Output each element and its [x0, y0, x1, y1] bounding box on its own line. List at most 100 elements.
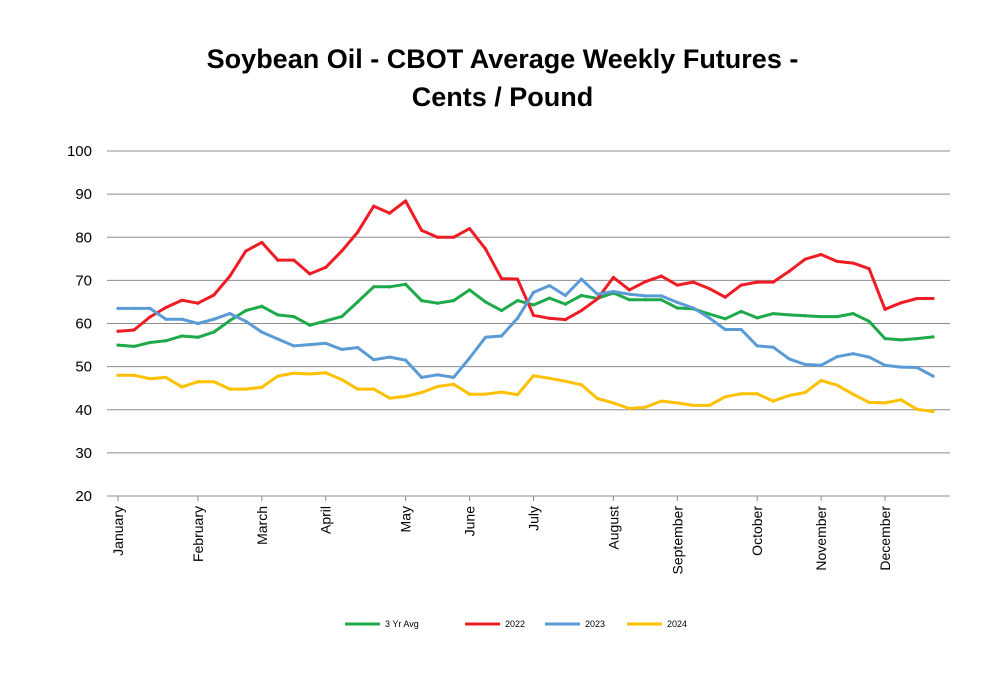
y-tick-label: 30: [75, 445, 92, 462]
x-tick-label: May: [398, 506, 414, 532]
data-point: [659, 399, 663, 403]
data-point: [292, 315, 296, 319]
data-point: [803, 257, 807, 261]
x-tick-label: December: [877, 506, 893, 571]
data-point: [116, 306, 120, 311]
data-point: [643, 405, 647, 409]
data-point: [915, 365, 919, 370]
data-point: [308, 343, 312, 347]
data-point: [292, 258, 296, 262]
data-point: [547, 316, 552, 320]
data-point: [467, 392, 472, 396]
data-point: [867, 400, 871, 405]
data-point: [675, 401, 679, 405]
data-point: [531, 374, 536, 378]
x-tick-label: January: [110, 506, 126, 556]
data-point: [899, 365, 903, 369]
data-point: [515, 299, 520, 303]
data-point: [803, 390, 807, 395]
x-tick-label: March: [254, 506, 270, 545]
data-point: [164, 375, 168, 380]
data-point: [787, 269, 791, 273]
data-point: [899, 398, 903, 402]
y-tick-label: 20: [75, 488, 92, 505]
data-point: [451, 235, 456, 239]
legend-label: 2022: [505, 619, 525, 629]
data-point: [180, 334, 184, 338]
legend-item: 2024: [627, 619, 687, 629]
data-point: [915, 296, 919, 301]
data-point: [132, 328, 136, 332]
data-point: [164, 305, 168, 310]
data-point: [883, 307, 887, 311]
data-point: [547, 296, 552, 300]
data-point: [835, 259, 839, 263]
gridlines: [107, 150, 950, 497]
data-point: [340, 249, 344, 253]
data-point: [467, 288, 472, 292]
x-tick-label: July: [525, 506, 541, 531]
data-point: [531, 290, 536, 295]
data-point: [148, 306, 152, 311]
data-point: [627, 298, 631, 302]
data-point: [244, 249, 248, 253]
data-point: [404, 358, 408, 362]
data-point: [803, 314, 807, 318]
data-point: [228, 274, 232, 278]
data-point: [244, 308, 248, 313]
data-point: [388, 396, 392, 400]
data-point: [356, 346, 360, 350]
chart-title-line-2: Cents / Pound: [411, 82, 594, 112]
data-point: [404, 394, 408, 398]
data-point: [180, 317, 184, 321]
data-point: [436, 235, 440, 239]
data-point: [388, 355, 392, 359]
data-point: [883, 363, 887, 367]
data-point: [771, 399, 775, 403]
data-point: [244, 387, 248, 391]
data-point: [915, 336, 919, 341]
data-point: [308, 323, 312, 327]
data-point: [563, 318, 568, 322]
data-point: [659, 274, 663, 278]
data-point: [499, 277, 504, 281]
data-point: [595, 297, 600, 301]
data-point: [595, 396, 600, 401]
data-point: [324, 371, 328, 375]
data-point: [483, 392, 488, 396]
data-point: [707, 312, 711, 316]
legend-item: 2022: [465, 619, 525, 629]
data-point: [931, 374, 935, 378]
data-point: [579, 277, 584, 281]
data-point: [260, 385, 264, 389]
x-tick-label: February: [190, 506, 206, 562]
data-point: [244, 319, 248, 323]
data-point: [164, 339, 168, 343]
data-point: [499, 334, 504, 338]
legend-item: 2023: [545, 619, 605, 629]
data-point: [372, 358, 376, 362]
data-point: [611, 275, 615, 279]
data-point: [260, 240, 264, 245]
data-point: [451, 299, 456, 303]
data-point: [915, 407, 919, 411]
y-tick-label: 70: [75, 272, 92, 289]
data-point: [451, 375, 456, 380]
data-point: [483, 335, 488, 339]
y-tick-label: 40: [75, 402, 92, 419]
data-point: [851, 261, 855, 265]
data-point: [356, 300, 360, 304]
series-2022: [116, 199, 935, 333]
data-point: [707, 403, 711, 408]
data-point: [931, 335, 935, 339]
data-point: [132, 306, 136, 311]
data-point: [515, 393, 520, 397]
legend-label: 2023: [585, 619, 605, 629]
data-point: [451, 382, 456, 386]
data-point: [883, 401, 887, 405]
data-point: [388, 285, 392, 289]
data-point: [212, 317, 216, 321]
data-point: [563, 302, 568, 306]
x-tick-label: August: [605, 506, 621, 550]
